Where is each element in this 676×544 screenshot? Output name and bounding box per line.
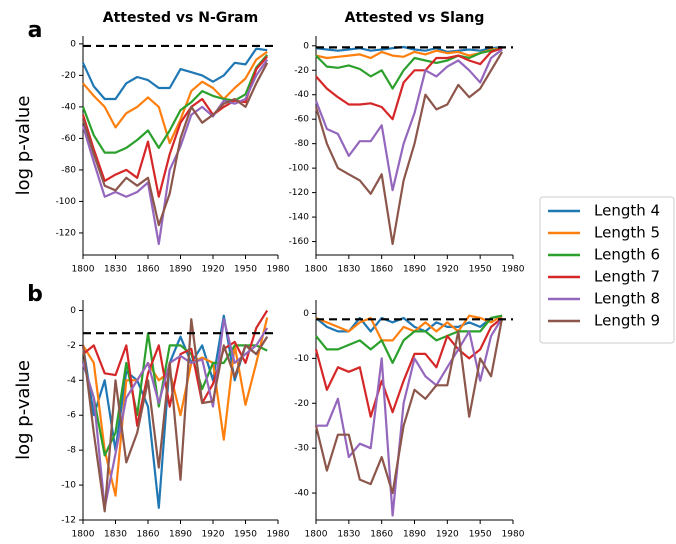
x-tick-label: 1890 bbox=[403, 265, 426, 275]
series-line bbox=[81, 318, 269, 509]
y-tick-label: 0 bbox=[70, 306, 76, 316]
y-tick-label: -60 bbox=[61, 134, 76, 144]
series-line bbox=[315, 314, 503, 342]
y-tick-label: -20 bbox=[61, 71, 76, 81]
x-tick-label: 1980 bbox=[267, 265, 290, 275]
x-tick-label: 1800 bbox=[72, 530, 95, 540]
y-tick-label: -10 bbox=[294, 354, 309, 364]
x-tick-label: 1830 bbox=[337, 265, 360, 275]
y-tick-label: -160 bbox=[289, 237, 310, 247]
x-tick-label: 1800 bbox=[72, 265, 95, 275]
series-line bbox=[315, 47, 503, 121]
y-tick-label: -8 bbox=[67, 446, 76, 456]
legend-label: Length 4 bbox=[594, 202, 660, 220]
panel-label: a bbox=[28, 18, 43, 43]
legend-label: Length 8 bbox=[594, 290, 660, 308]
series-line bbox=[82, 309, 269, 427]
y-tick-label: -6 bbox=[67, 411, 76, 421]
y-axis-label: log p-value bbox=[13, 360, 34, 460]
x-tick-label: 1980 bbox=[502, 530, 525, 540]
y-tick-label: -80 bbox=[294, 139, 309, 149]
x-tick-label: 1860 bbox=[370, 265, 393, 275]
legend-label: Length 5 bbox=[594, 224, 660, 242]
y-tick-label: -120 bbox=[289, 188, 310, 198]
series-line bbox=[316, 317, 504, 517]
y-tick-label: -140 bbox=[289, 213, 310, 223]
x-tick-label: 1950 bbox=[469, 530, 492, 540]
x-tick-label: 1980 bbox=[502, 265, 525, 275]
y-tick-label: -40 bbox=[61, 102, 76, 112]
y-tick-label: -10 bbox=[61, 481, 76, 491]
y-tick-label: 0 bbox=[303, 309, 309, 319]
series-line bbox=[82, 317, 269, 497]
y-tick-label: -2 bbox=[67, 341, 76, 351]
y-tick-label: -100 bbox=[56, 197, 77, 207]
x-tick-label: 1980 bbox=[267, 530, 290, 540]
x-tick-label: 1800 bbox=[305, 265, 328, 275]
x-tick-label: 1920 bbox=[436, 265, 459, 275]
legend-label: Length 7 bbox=[594, 268, 660, 286]
series-line bbox=[314, 48, 503, 192]
series-line bbox=[81, 47, 268, 101]
series-line bbox=[315, 47, 503, 60]
x-tick-label: 1830 bbox=[337, 530, 360, 540]
x-tick-label: 1920 bbox=[436, 530, 459, 540]
series-line bbox=[82, 50, 268, 145]
x-tick-label: 1890 bbox=[403, 530, 426, 540]
x-tick-label: 1830 bbox=[104, 265, 127, 275]
series-line bbox=[315, 47, 503, 90]
y-tick-label: -120 bbox=[56, 228, 77, 238]
panel-label: b bbox=[27, 282, 43, 307]
x-tick-label: 1950 bbox=[469, 265, 492, 275]
y-axis-label: log p-value bbox=[13, 96, 34, 196]
y-tick-label: -4 bbox=[67, 376, 76, 386]
y-tick-label: -40 bbox=[294, 489, 309, 499]
series-line bbox=[81, 318, 269, 513]
x-tick-label: 1890 bbox=[169, 265, 192, 275]
series-line bbox=[315, 314, 503, 364]
y-tick-label: 0 bbox=[303, 41, 309, 51]
y-tick-label: -40 bbox=[294, 90, 309, 100]
series-line bbox=[314, 317, 504, 495]
y-tick-label: -20 bbox=[294, 66, 309, 76]
x-tick-label: 1800 bbox=[305, 530, 328, 540]
panel-title: Attested vs Slang bbox=[345, 10, 485, 26]
y-tick-label: -80 bbox=[61, 165, 76, 175]
x-tick-label: 1860 bbox=[370, 530, 393, 540]
y-tick-label: -12 bbox=[61, 516, 76, 526]
legend-label: Length 9 bbox=[594, 312, 660, 330]
x-tick-label: 1830 bbox=[104, 530, 127, 540]
series-line bbox=[314, 51, 504, 246]
y-tick-label: -20 bbox=[294, 399, 309, 409]
x-tick-label: 1890 bbox=[169, 530, 192, 540]
x-tick-label: 1920 bbox=[202, 265, 225, 275]
series-line bbox=[314, 317, 503, 418]
series-line bbox=[81, 62, 269, 227]
x-tick-label: 1860 bbox=[137, 265, 160, 275]
panel-title: Attested vs N-Gram bbox=[103, 10, 258, 26]
y-tick-label: -100 bbox=[289, 164, 310, 174]
x-tick-label: 1950 bbox=[234, 265, 257, 275]
y-tick-label: -60 bbox=[294, 115, 309, 125]
y-tick-label: -30 bbox=[294, 444, 309, 454]
series-line bbox=[81, 58, 269, 246]
x-tick-label: 1920 bbox=[202, 530, 225, 540]
y-tick-label: 0 bbox=[70, 39, 76, 49]
x-tick-label: 1950 bbox=[234, 530, 257, 540]
x-tick-label: 1860 bbox=[137, 530, 160, 540]
legend-label: Length 6 bbox=[594, 246, 660, 264]
